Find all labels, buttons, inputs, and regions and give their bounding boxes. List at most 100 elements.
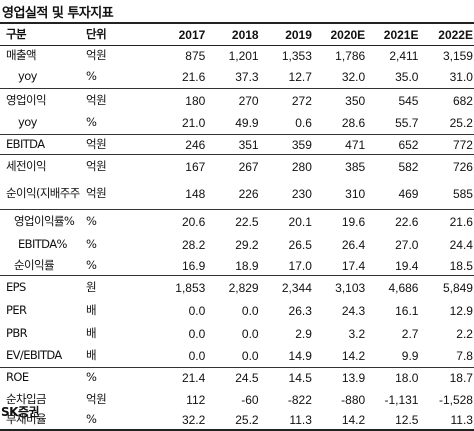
row-value: 25.2 — [235, 413, 259, 427]
row-value: 148 — [185, 186, 206, 201]
row-value: 12.7 — [288, 70, 312, 84]
row-unit: % — [86, 69, 97, 84]
row-label: 부채비율 — [6, 412, 47, 427]
row-value: 11.3 — [450, 413, 473, 427]
row-value: 112 — [186, 392, 206, 407]
header-year: 2018 — [231, 27, 259, 42]
row-value: 2,829 — [228, 280, 259, 295]
row-unit: % — [86, 115, 97, 130]
row-value: 12.5 — [395, 413, 419, 427]
row-unit: % — [86, 213, 97, 228]
row-value: 14.2 — [341, 413, 366, 427]
row-value: 272 — [291, 93, 312, 108]
table-row: 순이익률% 16.9 18.9 17.0 17.4 19.4 18.5 — [0, 256, 474, 276]
row-value: 0.0 — [188, 349, 206, 363]
row-value: 18.0 — [395, 371, 419, 385]
row-unit: % — [86, 412, 97, 427]
row-value: 3.2 — [348, 326, 366, 341]
row-value: 471 — [345, 137, 366, 152]
row-value: 1,853 — [175, 280, 206, 295]
row-value: 246 — [185, 137, 206, 152]
row-label: 영업이익 — [6, 92, 47, 107]
row-label: 순차입금 — [6, 391, 47, 406]
row-value: 24.3 — [341, 303, 366, 318]
row-unit: % — [86, 257, 97, 272]
row-value: 32.0 — [341, 70, 366, 84]
row-value: 652 — [398, 137, 419, 152]
row-label: 영업이익률% — [14, 213, 75, 228]
row-value: 351 — [238, 137, 259, 152]
row-value: 875 — [185, 49, 206, 63]
row-value: 0.0 — [241, 349, 259, 363]
header-year: 2022E — [438, 27, 473, 42]
row-value: 16.9 — [181, 258, 206, 273]
row-unit: 배 — [86, 325, 97, 340]
row-value: 55.7 — [395, 116, 419, 130]
row-value: 270 — [238, 93, 259, 108]
table-row: EPS 원 1,853 2,829 2,344 3,103 4,686 5,849 — [0, 276, 474, 299]
row-label: EBITDA — [6, 136, 45, 151]
row-value: 0.0 — [241, 303, 259, 318]
row-value: 585 — [452, 186, 473, 201]
table-row: PER 배 0.0 0.0 26.3 24.3 16.1 12.9 — [0, 299, 474, 322]
source-note: SK증권 — [1, 405, 40, 419]
row-value: 26.5 — [288, 237, 312, 252]
row-unit: 억원 — [86, 136, 107, 151]
row-value: 37.3 — [235, 70, 259, 84]
table-row: 순이익(지배주주 억원 148 226 230 310 469 585 — [0, 178, 474, 210]
table-header-row: 구분 단위 2017 2018 2019 2020E 2021E 2022E — [0, 24, 474, 46]
row-value: 20.1 — [288, 214, 312, 229]
row-label: ROE — [6, 370, 29, 385]
row-label: yoy — [18, 69, 37, 84]
table-row: EV/EBITDA 배 0.0 0.0 14.9 14.2 9.9 7.8 — [0, 345, 474, 368]
row-value: 21.4 — [181, 371, 206, 385]
row-value: 14.5 — [288, 371, 312, 385]
row-label: PER — [6, 302, 27, 317]
row-unit: 억원 — [86, 158, 107, 173]
row-value: 27.0 — [395, 237, 419, 252]
header-year: 2017 — [178, 27, 206, 42]
row-value: 18.5 — [449, 258, 473, 273]
row-value: 14.2 — [341, 349, 366, 363]
row-value: 1,201 — [228, 49, 259, 63]
row-value: 12.9 — [449, 303, 473, 318]
header-year: 2021E — [383, 27, 419, 42]
row-value: 35.0 — [395, 70, 419, 84]
row-label: PBR — [6, 325, 28, 340]
row-value: 3,159 — [442, 49, 473, 63]
row-value: 22.6 — [395, 214, 419, 229]
table-row: 매출액 억원 875 1,201 1,353 1,786 2,411 3,159 — [0, 46, 474, 66]
table-row: 세전이익 억원 167 267 280 385 582 726 — [0, 155, 474, 178]
row-value: 167 — [185, 159, 206, 174]
row-label: 세전이익 — [6, 158, 47, 173]
row-label: 순이익(지배주주 — [6, 185, 80, 200]
row-unit: 배 — [86, 302, 97, 317]
row-unit: 억원 — [86, 391, 107, 406]
row-value: 385 — [345, 159, 366, 174]
row-value: 18.9 — [235, 258, 259, 273]
row-unit: 억원 — [86, 92, 107, 107]
row-unit: 원 — [86, 279, 97, 294]
row-value: 18.7 — [449, 371, 473, 385]
row-value: 26.3 — [288, 303, 312, 318]
row-value: 22.5 — [235, 214, 259, 229]
row-value: 2.2 — [456, 326, 473, 341]
row-value: 2.7 — [401, 326, 419, 341]
table-title: 영업실적 및 투자지표 — [2, 6, 114, 21]
row-value: 25.2 — [449, 116, 473, 130]
row-value: -1,528 — [438, 392, 473, 407]
row-value: 21.0 — [181, 116, 206, 130]
row-label: EV/EBITDA — [6, 348, 62, 363]
row-value: 13.9 — [341, 371, 366, 385]
row-value: 280 — [291, 159, 312, 174]
row-value: 19.6 — [341, 214, 366, 229]
row-value: 545 — [398, 93, 419, 108]
row-value: 26.4 — [341, 237, 366, 252]
row-value: 359 — [291, 137, 312, 152]
row-value: 4,686 — [388, 280, 419, 295]
table-row: ROE% 21.4 24.5 14.5 13.9 18.0 18.7 — [0, 368, 474, 388]
row-unit: 억원 — [86, 185, 107, 200]
row-value: 29.2 — [235, 237, 259, 252]
row-value: 20.6 — [181, 214, 206, 229]
row-value: 24.4 — [449, 237, 473, 252]
